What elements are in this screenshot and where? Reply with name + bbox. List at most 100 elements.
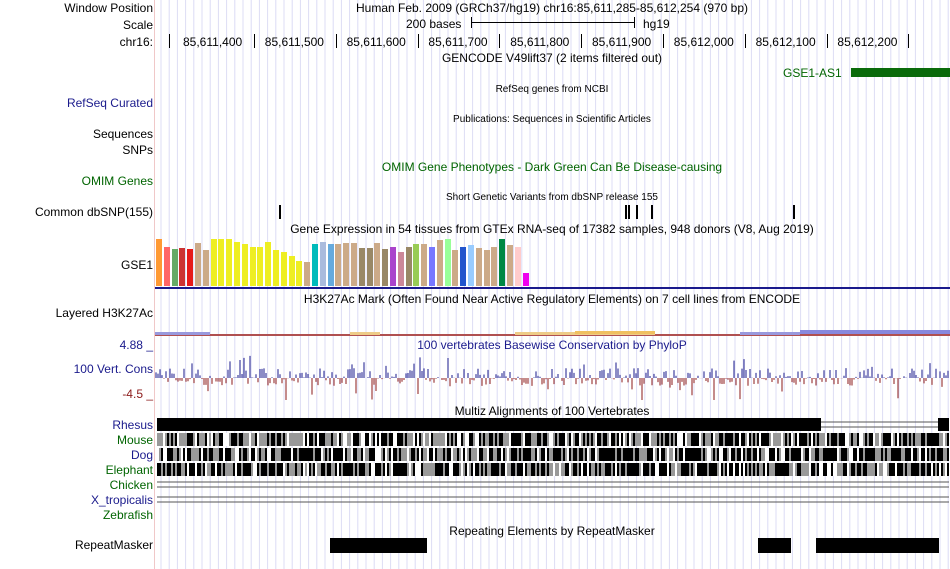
label-panel-divider <box>154 0 155 569</box>
gtex-tissue-bar[interactable] <box>452 250 459 286</box>
cons-label[interactable]: 100 Vert. Cons <box>73 362 153 376</box>
gtex-tissue-bar[interactable] <box>491 247 498 286</box>
snp-mark[interactable] <box>636 205 638 219</box>
gtex-tissue-bar[interactable] <box>195 243 201 286</box>
alignment-elephant[interactable] <box>157 463 949 476</box>
publications-title: Publications: Sequences in Scientific Ar… <box>453 114 651 125</box>
gtex-tissue-bar[interactable] <box>226 239 233 286</box>
repeat-element[interactable] <box>330 538 427 553</box>
species-rhesus[interactable]: Rhesus <box>112 418 153 432</box>
ruler-tick <box>908 34 910 48</box>
refseq-label[interactable]: RefSeq Curated <box>66 96 153 110</box>
snp-mark[interactable] <box>625 205 627 219</box>
gtex-tissue-bar[interactable] <box>249 247 256 286</box>
gtex-tissue-bar[interactable] <box>343 243 350 286</box>
gencode-gene-feature[interactable] <box>851 68 950 77</box>
species-x-tropicalis[interactable]: X_tropicalis <box>90 493 153 507</box>
gtex-tissue-bar[interactable] <box>522 273 529 286</box>
snp-mark[interactable] <box>651 205 653 219</box>
assembly-label: hg19 <box>643 17 670 31</box>
gtex-tissue-bar[interactable] <box>444 239 451 286</box>
gtex-tissue-bar[interactable] <box>179 248 186 286</box>
ruler-tick-label: 85,612,200 <box>837 35 898 49</box>
gtex-tissue-bar[interactable] <box>218 239 225 286</box>
gtex-tissue-bar[interactable] <box>366 248 373 286</box>
gtex-tissue-bar[interactable] <box>335 244 342 286</box>
gtex-tissue-bar[interactable] <box>265 242 272 286</box>
gtex-tissue-bar[interactable] <box>273 250 279 286</box>
gtex-tissue-bar[interactable] <box>257 247 264 286</box>
gtex-tissue-bar[interactable] <box>171 249 178 286</box>
species-dog[interactable]: Dog <box>130 448 153 462</box>
gtex-tissue-bar[interactable] <box>351 243 357 286</box>
alignment-zebrafish[interactable] <box>157 508 949 521</box>
ruler-tick <box>169 34 170 48</box>
ruler-tick <box>581 34 583 48</box>
repeat-element[interactable] <box>758 538 791 553</box>
alignment-dog[interactable] <box>157 448 949 461</box>
alignment-mouse[interactable] <box>157 433 949 446</box>
gtex-tissue-bar[interactable] <box>358 248 365 286</box>
gtex-tissue-bar[interactable] <box>288 256 295 286</box>
gtex-label[interactable]: GSE1 <box>120 258 153 272</box>
dbsnp-label[interactable]: Common dbSNP(155) <box>34 205 153 219</box>
gtex-tissue-bar[interactable] <box>319 242 326 286</box>
scale-label: Scale <box>122 18 153 32</box>
snp-mark[interactable] <box>793 205 795 219</box>
gtex-tissue-bar[interactable] <box>156 239 162 286</box>
gencode-title: GENCODE V49lift37 (2 items filtered out) <box>441 51 663 65</box>
gtex-tissue-bar[interactable] <box>499 239 506 286</box>
snps-label[interactable]: SNPs <box>122 143 153 157</box>
repeat-element[interactable] <box>816 538 939 553</box>
gtex-tissue-bar[interactable] <box>507 245 513 286</box>
gtex-tissue-bar[interactable] <box>429 247 435 286</box>
h3k27ac-signal[interactable] <box>155 326 950 336</box>
gtex-tissue-bar[interactable] <box>483 250 490 286</box>
gtex-tissue-bar[interactable] <box>296 261 303 286</box>
gtex-tissue-bar[interactable] <box>304 262 311 286</box>
conservation-wiggle[interactable] <box>155 352 950 400</box>
alignment-rhesus[interactable] <box>157 418 949 431</box>
gtex-tissue-bar[interactable] <box>390 247 396 286</box>
species-mouse[interactable]: Mouse <box>116 433 153 447</box>
gtex-barchart[interactable] <box>156 238 536 286</box>
gtex-tissue-bar[interactable] <box>312 244 318 286</box>
gtex-tissue-bar[interactable] <box>436 240 443 286</box>
gtex-tissue-bar[interactable] <box>327 244 334 286</box>
alignment-chicken[interactable] <box>157 478 949 491</box>
gtex-tissue-bar[interactable] <box>421 244 428 286</box>
species-elephant[interactable]: Elephant <box>105 463 153 477</box>
h3k27ac-label[interactable]: Layered H3K27Ac <box>55 306 153 320</box>
gtex-tissue-bar[interactable] <box>241 244 248 286</box>
gtex-tissue-bar[interactable] <box>374 243 381 286</box>
gtex-tissue-bar[interactable] <box>382 249 389 286</box>
gtex-tissue-bar[interactable] <box>460 247 467 286</box>
gtex-tissue-bar[interactable] <box>413 244 420 286</box>
snp-mark[interactable] <box>628 205 630 219</box>
gtex-tissue-bar[interactable] <box>397 252 404 286</box>
gtex-baseline <box>155 287 950 289</box>
gtex-tissue-bar[interactable] <box>202 250 209 286</box>
ruler-tick-label: 85,611,400 <box>183 35 243 49</box>
ruler-tick-label: 85,612,100 <box>755 35 816 49</box>
gtex-tissue-bar[interactable] <box>475 248 482 286</box>
gtex-tissue-bar[interactable] <box>187 249 194 286</box>
gtex-tissue-bar[interactable] <box>405 247 412 286</box>
gtex-tissue-bar[interactable] <box>163 247 170 286</box>
gtex-tissue-bar[interactable] <box>514 247 521 286</box>
species-zebrafish[interactable]: Zebrafish <box>102 508 153 522</box>
gtex-tissue-bar[interactable] <box>234 242 240 286</box>
gtex-tissue-bar[interactable] <box>280 252 287 286</box>
scale-bar <box>471 22 635 23</box>
omim-label[interactable]: OMIM Genes <box>81 174 153 188</box>
species-chicken[interactable]: Chicken <box>109 478 153 492</box>
h3k27ac-title: H3K27Ac Mark (Often Found Near Active Re… <box>303 292 801 306</box>
gtex-tissue-bar[interactable] <box>210 239 217 286</box>
snp-mark[interactable] <box>279 205 281 219</box>
alignment-x-tropicalis[interactable] <box>157 493 949 506</box>
gencode-gene-label[interactable]: GSE1-AS1 <box>783 66 842 80</box>
rmsk-label[interactable]: RepeatMasker <box>74 538 153 552</box>
gtex-tissue-bar[interactable] <box>468 245 474 286</box>
sequences-label[interactable]: Sequences <box>92 127 153 141</box>
